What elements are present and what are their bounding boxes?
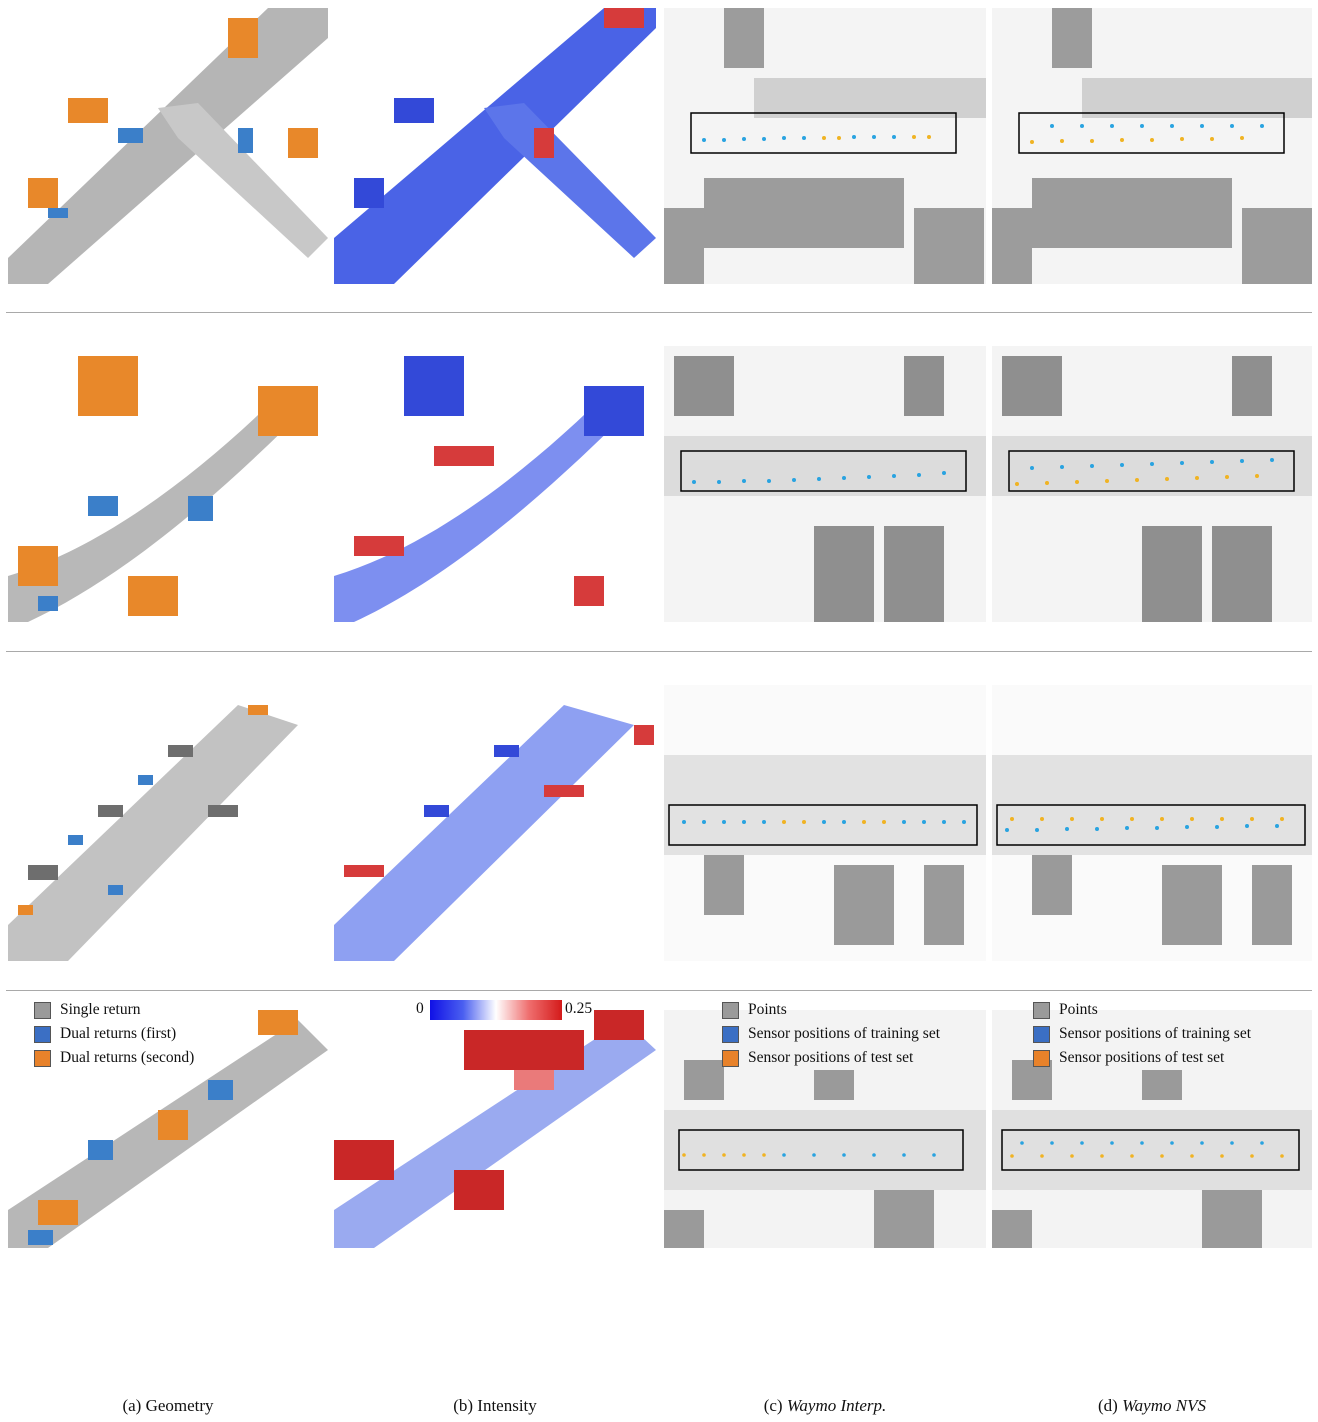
caption-text: Waymo Interp.	[786, 1396, 887, 1415]
legend-label: Sensor positions of training set	[748, 1025, 941, 1042]
legend-item: Dual returns (first)	[34, 1022, 194, 1046]
legend-item: Points	[1033, 998, 1251, 1022]
waymo-interp-panel-row2	[664, 346, 986, 622]
legend-item: Points	[722, 998, 940, 1022]
legend-swatch	[1033, 1049, 1050, 1067]
legend-item: Sensor positions of training set	[722, 1022, 940, 1046]
caption-prefix: (d)	[1098, 1396, 1123, 1415]
caption-waymo-interp: (c) Waymo Interp.	[675, 1396, 975, 1416]
legend-item: Sensor positions of test set	[722, 1046, 940, 1070]
intensity-panel-row2	[334, 346, 656, 622]
legend-label: Sensor positions of test set	[1059, 1049, 1225, 1066]
waymo-nvs-panel-row2	[992, 346, 1312, 622]
colorbar-min-label: 0	[416, 1000, 424, 1017]
legend-label: Dual returns (second)	[60, 1049, 195, 1066]
waymo-interp-panel-row1	[664, 8, 986, 284]
legend-swatch	[1033, 1025, 1050, 1043]
legend-item: Sensor positions of training set	[1033, 1022, 1251, 1046]
train-sensor-dots	[702, 135, 896, 142]
legend-label: Points	[1059, 1001, 1098, 1018]
geometry-panel-row2	[8, 346, 328, 622]
intensity-panel-row1	[334, 8, 656, 284]
geometry-panel-row3	[8, 685, 328, 961]
waymo-nvs-panel-row3	[992, 685, 1312, 961]
legend-swatch	[34, 1001, 51, 1019]
legend-swatch	[722, 1025, 739, 1043]
legend-waymo-nvs: Points Sensor positions of training set …	[1033, 998, 1251, 1070]
legend-item: Dual returns (second)	[34, 1046, 194, 1070]
row-divider	[6, 990, 1312, 991]
waymo-nvs-panel-row1	[992, 8, 1312, 284]
legend-item: Sensor positions of test set	[1033, 1046, 1251, 1070]
legend-swatch	[722, 1049, 739, 1067]
legend-label: Sensor positions of training set	[1059, 1025, 1252, 1042]
legend-swatch	[34, 1025, 51, 1043]
legend-label: Points	[748, 1001, 787, 1018]
caption-waymo-nvs: (d) Waymo NVS	[1002, 1396, 1302, 1416]
legend-swatch	[1033, 1001, 1050, 1019]
intensity-colorbar	[430, 1000, 562, 1020]
waymo-interp-panel-row3	[664, 685, 986, 961]
waymo-nvs-panel-row4	[992, 1010, 1312, 1248]
geometry-panel-row4	[8, 1010, 328, 1248]
legend-waymo-interp: Points Sensor positions of training set …	[722, 998, 940, 1070]
row-divider	[6, 312, 1312, 313]
caption-intensity: (b) Intensity	[345, 1396, 645, 1416]
caption-prefix: (a)	[122, 1396, 146, 1415]
row-divider	[6, 651, 1312, 652]
caption-text: Intensity	[477, 1396, 537, 1415]
legend-label: Dual returns (first)	[60, 1025, 177, 1042]
caption-text: Waymo NVS	[1122, 1396, 1206, 1415]
legend-item: Single return	[34, 998, 194, 1022]
colorbar-max-label: 0.25	[565, 1000, 593, 1017]
geometry-panel-row1	[8, 8, 328, 284]
legend-label: Sensor positions of test set	[748, 1049, 914, 1066]
caption-text: Geometry	[145, 1396, 214, 1415]
intensity-panel-row4	[334, 1010, 656, 1248]
caption-geometry: (a) Geometry	[18, 1396, 318, 1416]
legend-swatch	[722, 1001, 739, 1019]
intensity-panel-row3	[334, 685, 656, 961]
legend-swatch	[34, 1049, 51, 1067]
legend-label: Single return	[60, 1001, 141, 1018]
test-sensor-dots	[822, 135, 931, 140]
waymo-interp-panel-row4	[664, 1010, 986, 1248]
caption-prefix: (c)	[763, 1396, 787, 1415]
legend-geometry: Single return Dual returns (first) Dual …	[34, 998, 194, 1070]
caption-prefix: (b)	[453, 1396, 478, 1415]
